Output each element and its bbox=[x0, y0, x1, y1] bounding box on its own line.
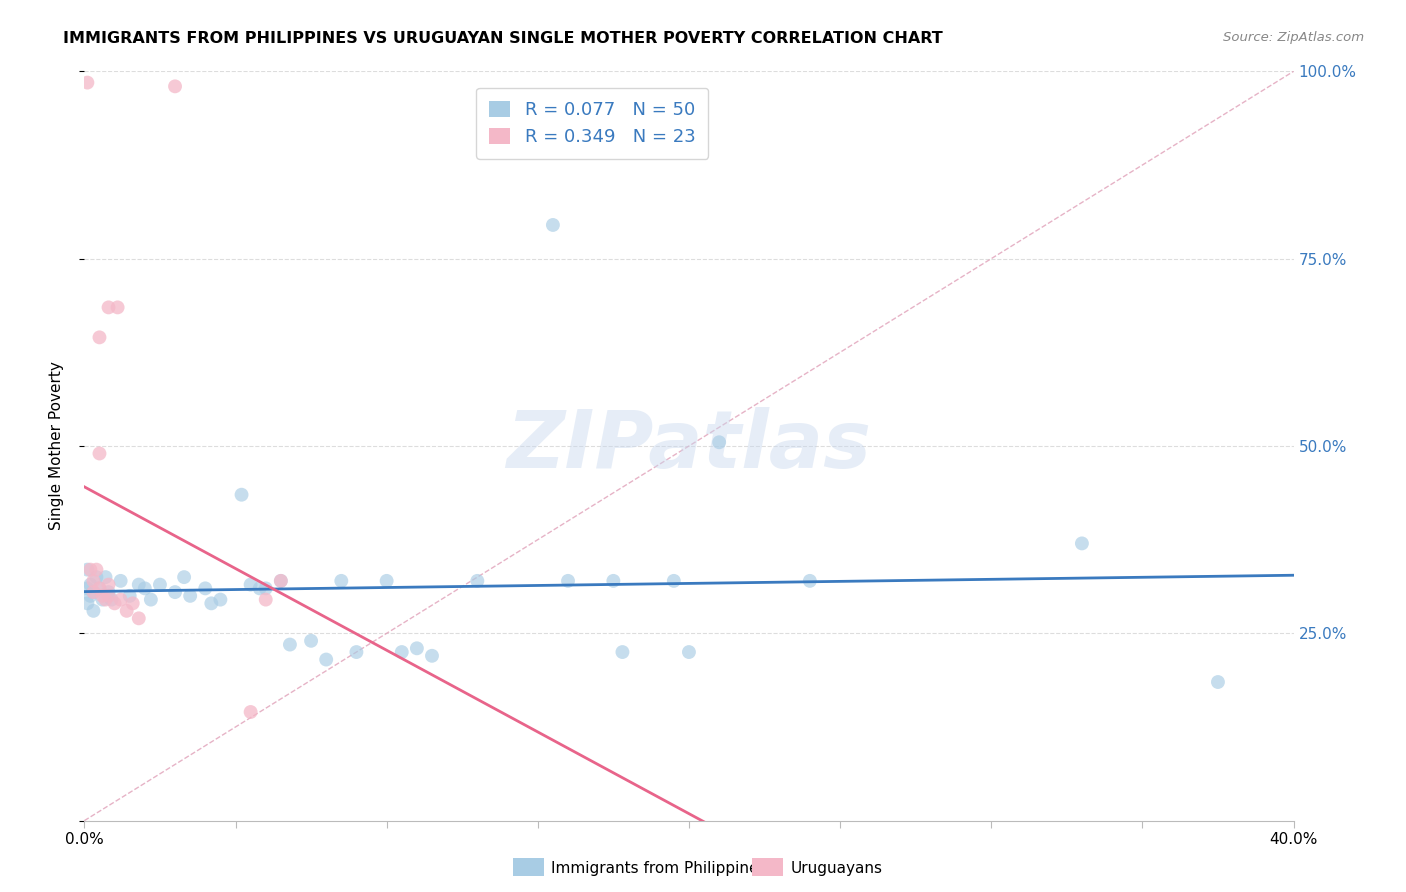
Point bbox=[110, 592, 132, 607]
Point bbox=[179, 589, 201, 603]
Point bbox=[239, 577, 262, 591]
Text: Source: ZipAtlas.com: Source: ZipAtlas.com bbox=[1223, 31, 1364, 45]
Point bbox=[231, 488, 253, 502]
Point bbox=[97, 577, 120, 591]
Point bbox=[115, 604, 138, 618]
Point bbox=[89, 582, 111, 596]
Text: Uruguayans: Uruguayans bbox=[790, 862, 882, 876]
Text: Immigrants from Philippines: Immigrants from Philippines bbox=[551, 862, 766, 876]
Point bbox=[557, 574, 579, 588]
Point bbox=[128, 611, 150, 625]
Point bbox=[91, 589, 114, 603]
Point bbox=[89, 446, 111, 460]
Point bbox=[1071, 536, 1094, 550]
Point bbox=[315, 652, 337, 666]
Point bbox=[128, 577, 150, 591]
Point bbox=[467, 574, 489, 588]
Point bbox=[86, 563, 108, 577]
Point bbox=[254, 582, 277, 596]
Point bbox=[94, 592, 117, 607]
Point bbox=[97, 301, 120, 315]
Point bbox=[118, 589, 141, 603]
Point bbox=[76, 76, 98, 90]
Point bbox=[86, 570, 108, 584]
Legend: R = 0.077   N = 50, R = 0.349   N = 23: R = 0.077 N = 50, R = 0.349 N = 23 bbox=[477, 88, 709, 159]
Point bbox=[278, 638, 301, 652]
Point bbox=[612, 645, 634, 659]
Point bbox=[541, 218, 564, 232]
Point bbox=[79, 577, 101, 591]
Point bbox=[406, 641, 429, 656]
Point bbox=[299, 633, 322, 648]
Y-axis label: Single Mother Poverty: Single Mother Poverty bbox=[49, 361, 63, 531]
Point bbox=[82, 604, 104, 618]
Point bbox=[270, 574, 292, 588]
Point bbox=[678, 645, 700, 659]
Point bbox=[165, 79, 187, 94]
Point bbox=[110, 574, 132, 588]
Point bbox=[270, 574, 292, 588]
Point bbox=[76, 596, 98, 610]
Point bbox=[97, 585, 120, 599]
Point bbox=[194, 582, 217, 596]
Text: IMMIGRANTS FROM PHILIPPINES VS URUGUAYAN SINGLE MOTHER POVERTY CORRELATION CHART: IMMIGRANTS FROM PHILIPPINES VS URUGUAYAN… bbox=[63, 31, 943, 46]
Point bbox=[249, 582, 271, 596]
Point bbox=[91, 592, 114, 607]
Text: ZIPatlas: ZIPatlas bbox=[506, 407, 872, 485]
Point bbox=[76, 582, 98, 596]
Point bbox=[1206, 675, 1229, 690]
Point bbox=[134, 582, 156, 596]
Point bbox=[79, 563, 101, 577]
Point bbox=[104, 596, 127, 610]
Point bbox=[346, 645, 368, 659]
Point bbox=[799, 574, 821, 588]
Point bbox=[149, 577, 172, 591]
Point bbox=[375, 574, 398, 588]
Point bbox=[239, 705, 262, 719]
Point bbox=[100, 592, 122, 607]
Point bbox=[330, 574, 353, 588]
Point bbox=[209, 592, 232, 607]
Point bbox=[97, 589, 120, 603]
Point bbox=[82, 585, 104, 599]
Point bbox=[254, 592, 277, 607]
Point bbox=[94, 570, 117, 584]
Point bbox=[79, 589, 101, 603]
Point bbox=[173, 570, 195, 584]
Point bbox=[420, 648, 443, 663]
Point bbox=[76, 563, 98, 577]
Point bbox=[602, 574, 624, 588]
Point bbox=[107, 301, 129, 315]
Point bbox=[82, 585, 104, 599]
Point bbox=[200, 596, 222, 610]
Point bbox=[121, 596, 143, 610]
Point bbox=[89, 330, 111, 344]
Point bbox=[82, 574, 104, 588]
Point bbox=[709, 435, 731, 450]
Point bbox=[139, 592, 162, 607]
Point bbox=[89, 582, 111, 596]
Point bbox=[165, 585, 187, 599]
Point bbox=[391, 645, 413, 659]
Point bbox=[662, 574, 685, 588]
